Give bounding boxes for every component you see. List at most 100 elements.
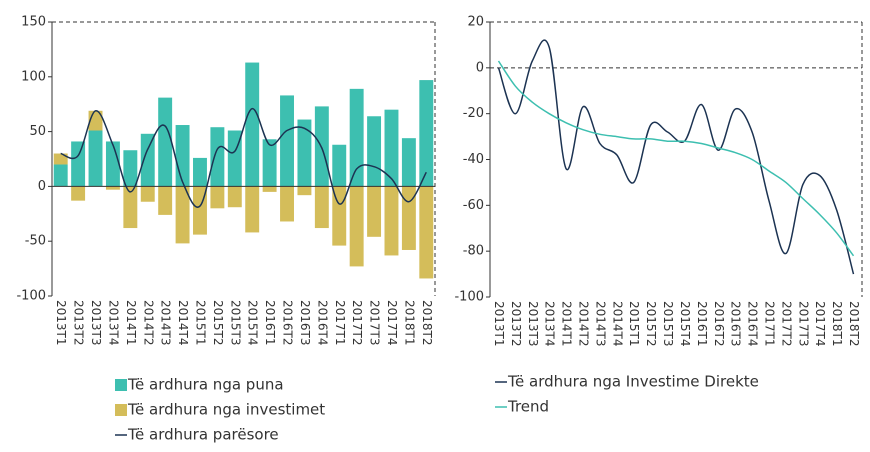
bar [384, 109, 399, 187]
x-tick-label: 2016T2 [281, 300, 295, 346]
x-tick-label: 2016T3 [729, 301, 743, 347]
bar [140, 186, 155, 202]
x-tick-label: 2013T1 [54, 300, 68, 346]
bar [419, 186, 434, 279]
x-tick-label: 2015T1 [193, 300, 207, 346]
legend-label: Të ardhura nga investimet [127, 401, 325, 419]
y-tick-label: -80 [463, 244, 484, 259]
bar [401, 138, 416, 187]
line [497, 39, 855, 275]
x-tick-label: 2014T4 [610, 301, 624, 347]
y-tick-label: 150 [21, 15, 46, 30]
legend-label: Trend [507, 398, 549, 416]
bar [384, 186, 399, 256]
bar [349, 88, 364, 187]
bar [245, 62, 260, 187]
x-tick-label: 2013T3 [526, 301, 540, 347]
bar [367, 116, 382, 187]
x-tick-label: 2018T1 [830, 301, 844, 347]
x-tick-label: 2018T2 [420, 300, 434, 346]
x-tick-label: 2014T3 [593, 301, 607, 347]
x-tick-label: 2017T2 [779, 301, 793, 347]
x-tick-label: 2017T3 [368, 300, 382, 346]
bar [53, 153, 68, 165]
x-tick-label: 2016T1 [695, 301, 709, 347]
bar [158, 97, 173, 187]
bar [175, 125, 190, 187]
bar [419, 80, 434, 187]
bar [123, 186, 138, 229]
x-tick-label: 2013T2 [509, 301, 523, 347]
y-tick-label: 50 [29, 124, 46, 139]
bar [367, 186, 382, 237]
y-tick-label: -50 [25, 234, 46, 249]
x-tick-label: 2014T1 [124, 300, 138, 346]
bar [71, 141, 86, 187]
x-tick-label: 2016T3 [298, 300, 312, 346]
bar [140, 133, 155, 187]
bar [262, 186, 277, 192]
line [60, 107, 427, 208]
x-tick-label: 2015T2 [211, 300, 225, 346]
y-tick-label: -100 [454, 290, 484, 305]
bar [349, 186, 364, 267]
x-tick-label: 2017T1 [763, 301, 777, 347]
bar [88, 130, 103, 187]
bar [193, 157, 207, 187]
x-tick-label: 2016T1 [263, 300, 277, 346]
x-tick-label: 2016T4 [746, 301, 760, 347]
bar [158, 186, 173, 215]
x-tick-label: 2013T3 [89, 300, 103, 346]
y-tick-label: 0 [476, 60, 484, 75]
legend-swatch [115, 379, 127, 391]
bar [297, 119, 312, 187]
x-tick-label: 2013T2 [72, 300, 86, 346]
x-tick-label: 2014T3 [159, 300, 173, 346]
bar [280, 95, 294, 187]
x-tick-label: 2017T1 [333, 300, 347, 346]
bar [262, 139, 277, 187]
bar [401, 186, 416, 250]
x-tick-label: 2016T2 [712, 301, 726, 347]
bar [123, 150, 138, 187]
x-tick-label: 2015T3 [228, 300, 242, 346]
bar [314, 186, 329, 229]
x-tick-label: 2014T1 [560, 301, 574, 347]
legend-label: Të ardhura nga puna [127, 376, 284, 394]
x-tick-label: 2017T3 [796, 301, 810, 347]
x-tick-label: 2015T4 [678, 301, 692, 347]
bar [175, 186, 190, 244]
y-tick-label: -60 [463, 198, 484, 213]
legend-label: Të ardhura nga Investime Direkte [507, 373, 759, 391]
x-tick-label: 2013T4 [106, 300, 120, 346]
bar [297, 186, 312, 196]
line [497, 60, 855, 257]
bar [227, 186, 242, 208]
bar [105, 186, 120, 190]
y-tick-label: -20 [463, 106, 484, 121]
x-tick-label: 2017T4 [385, 300, 399, 346]
y-tick-label: -40 [463, 152, 484, 167]
x-tick-label: 2014T2 [577, 301, 591, 347]
x-tick-label: 2016T4 [315, 300, 329, 346]
x-tick-label: 2014T2 [141, 300, 155, 346]
y-tick-label: 20 [467, 15, 484, 30]
x-tick-label: 2015T4 [246, 300, 260, 346]
y-tick-label: 100 [21, 69, 46, 84]
x-tick-label: 2013T4 [543, 301, 557, 347]
x-tick-label: 2014T4 [176, 300, 190, 346]
x-tick-label: 2015T2 [644, 301, 658, 347]
legend-swatch [115, 404, 127, 416]
x-tick-label: 2018T1 [402, 300, 416, 346]
x-tick-label: 2015T3 [661, 301, 675, 347]
bar [105, 141, 120, 187]
x-tick-label: 2018T2 [847, 301, 861, 347]
y-tick-label: 0 [38, 179, 46, 194]
x-tick-label: 2017T4 [813, 301, 827, 347]
bar [332, 144, 347, 187]
bar [245, 186, 260, 233]
x-tick-label: 2013T1 [492, 301, 506, 347]
bar [210, 186, 225, 209]
bar [210, 127, 225, 187]
